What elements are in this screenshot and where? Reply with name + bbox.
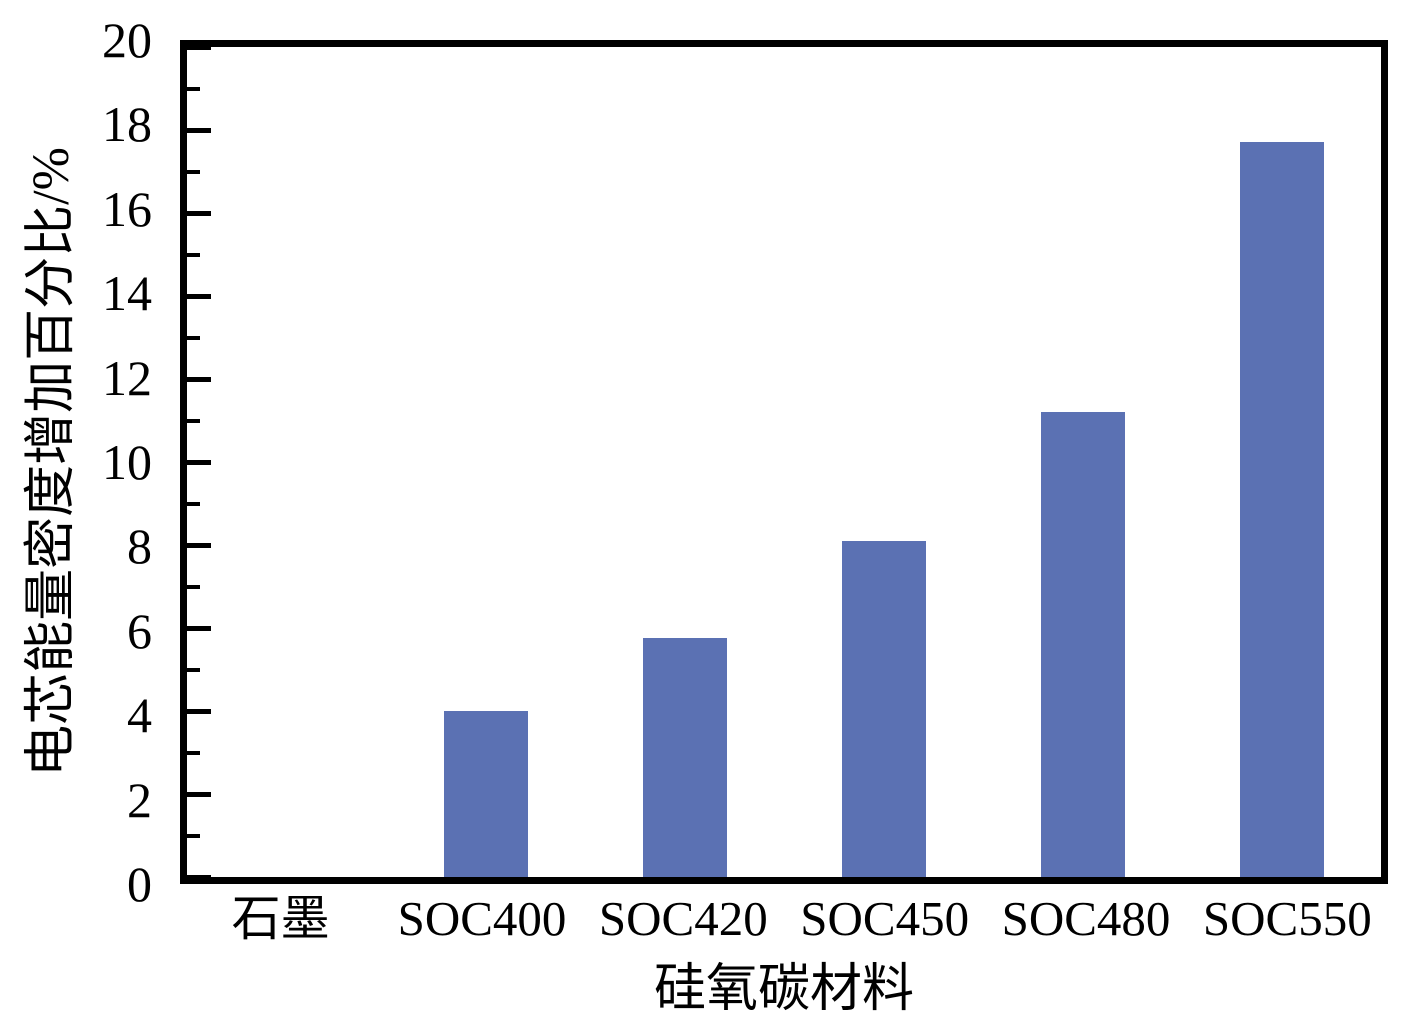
y-minor-tick-mark <box>187 834 200 838</box>
y-minor-tick-mark <box>187 336 200 340</box>
y-minor-tick-mark <box>187 585 200 589</box>
y-major-tick-mark <box>187 127 211 133</box>
plot-area <box>180 40 1388 884</box>
y-tick-label: 16 <box>102 180 152 237</box>
y-tick-label: 4 <box>127 687 152 744</box>
bar-SOC480 <box>1040 412 1125 877</box>
bar-SOC450 <box>841 540 926 877</box>
y-tick-label: 2 <box>127 771 152 828</box>
y-major-tick-mark <box>187 708 211 714</box>
y-minor-tick-mark <box>187 502 200 506</box>
y-tick-label: 18 <box>102 96 152 153</box>
y-major-tick-mark <box>187 542 211 548</box>
y-major-tick-mark <box>187 791 211 797</box>
category-label-SOC450: SOC450 <box>800 891 970 946</box>
y-tick-label: 10 <box>102 434 152 490</box>
y-tick-label: 14 <box>102 265 152 322</box>
y-major-tick-mark <box>187 210 211 216</box>
x-axis-title: 硅氧碳材料 <box>653 961 914 1018</box>
y-major-tick-mark <box>187 625 211 631</box>
y-minor-tick-mark <box>187 419 200 423</box>
bar-SOC550 <box>1239 142 1324 877</box>
y-major-tick-mark <box>187 44 211 50</box>
y-tick-label: 0 <box>127 856 152 912</box>
bar-SOC400 <box>443 711 528 877</box>
category-label-SOC400: SOC400 <box>397 891 567 946</box>
category-label-SOC550: SOC550 <box>1202 891 1372 946</box>
y-tick-label: 12 <box>102 349 152 406</box>
category-label-石墨: 石墨 <box>231 891 330 946</box>
y-minor-tick-mark <box>187 253 200 257</box>
bar-SOC420 <box>642 638 727 877</box>
y-tick-labels: 0 2 4 6 8 10 12 14 16 18 20 <box>0 15 166 909</box>
y-tick-label: 20 <box>102 12 152 68</box>
y-tick-label: 8 <box>127 518 152 575</box>
y-minor-tick-mark <box>187 668 200 672</box>
y-tick-label: 6 <box>127 602 152 659</box>
category-labels: 石墨 SOC400 SOC420 SOC450 SOC480 SOC550 <box>180 892 1388 956</box>
category-label-SOC480: SOC480 <box>1001 891 1171 946</box>
y-minor-tick-mark <box>187 751 200 755</box>
category-label-SOC420: SOC420 <box>598 891 768 946</box>
y-major-tick-mark <box>187 376 211 382</box>
y-minor-tick-mark <box>187 170 200 174</box>
y-major-tick-mark <box>187 459 211 465</box>
y-major-tick-mark <box>187 293 211 299</box>
y-minor-tick-mark <box>187 87 200 91</box>
y-major-tick-mark <box>187 874 211 880</box>
